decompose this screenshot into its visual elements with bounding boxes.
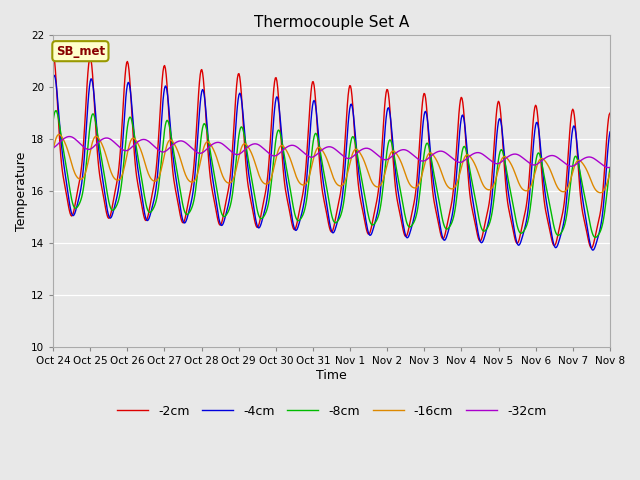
Line: -2cm: -2cm — [53, 53, 610, 248]
-16cm — [400, 167, 408, 173]
-2cm — [415, 143, 423, 148]
-32cm — [65, 133, 73, 139]
-32cm — [117, 146, 125, 152]
-4cm — [117, 160, 125, 166]
-2cm — [116, 147, 124, 153]
-2cm — [173, 194, 181, 200]
-32cm — [417, 157, 424, 163]
-32cm — [60, 136, 67, 142]
-8cm — [417, 187, 424, 192]
-8cm — [400, 207, 408, 213]
Y-axis label: Temperature: Temperature — [15, 151, 28, 231]
-4cm — [49, 75, 57, 81]
-32cm — [49, 145, 57, 151]
-4cm — [606, 129, 614, 135]
-4cm — [417, 157, 424, 163]
-8cm — [52, 108, 60, 114]
-8cm — [117, 183, 125, 189]
-4cm — [50, 72, 58, 78]
Line: -16cm: -16cm — [53, 134, 610, 192]
-8cm — [606, 166, 614, 171]
-16cm — [117, 174, 125, 180]
-2cm — [588, 245, 595, 251]
-2cm — [606, 110, 614, 116]
-16cm — [56, 132, 63, 137]
-16cm — [204, 139, 211, 145]
-16cm — [49, 147, 57, 153]
-32cm — [204, 146, 211, 152]
Line: -32cm: -32cm — [53, 136, 610, 168]
-2cm — [49, 50, 57, 56]
-16cm — [597, 190, 605, 195]
-32cm — [174, 139, 182, 144]
-4cm — [204, 123, 211, 129]
-16cm — [174, 148, 182, 154]
-16cm — [60, 138, 68, 144]
-16cm — [417, 178, 424, 184]
-2cm — [399, 227, 407, 233]
-16cm — [606, 170, 614, 176]
-8cm — [60, 150, 68, 156]
-4cm — [174, 187, 182, 193]
X-axis label: Time: Time — [316, 369, 347, 382]
-4cm — [400, 225, 408, 231]
Title: Thermocouple Set A: Thermocouple Set A — [254, 15, 409, 30]
-32cm — [400, 147, 408, 153]
-4cm — [60, 162, 68, 168]
-8cm — [204, 130, 211, 135]
-8cm — [49, 119, 57, 124]
-2cm — [203, 122, 211, 128]
-8cm — [174, 172, 182, 178]
Legend: -2cm, -4cm, -8cm, -16cm, -32cm: -2cm, -4cm, -8cm, -16cm, -32cm — [112, 400, 551, 423]
-8cm — [591, 235, 599, 240]
Text: SB_met: SB_met — [56, 45, 105, 58]
-4cm — [589, 247, 596, 253]
Line: -8cm: -8cm — [53, 111, 610, 238]
-32cm — [605, 165, 612, 170]
-2cm — [60, 173, 67, 179]
-32cm — [606, 165, 614, 170]
Line: -4cm: -4cm — [53, 75, 610, 250]
